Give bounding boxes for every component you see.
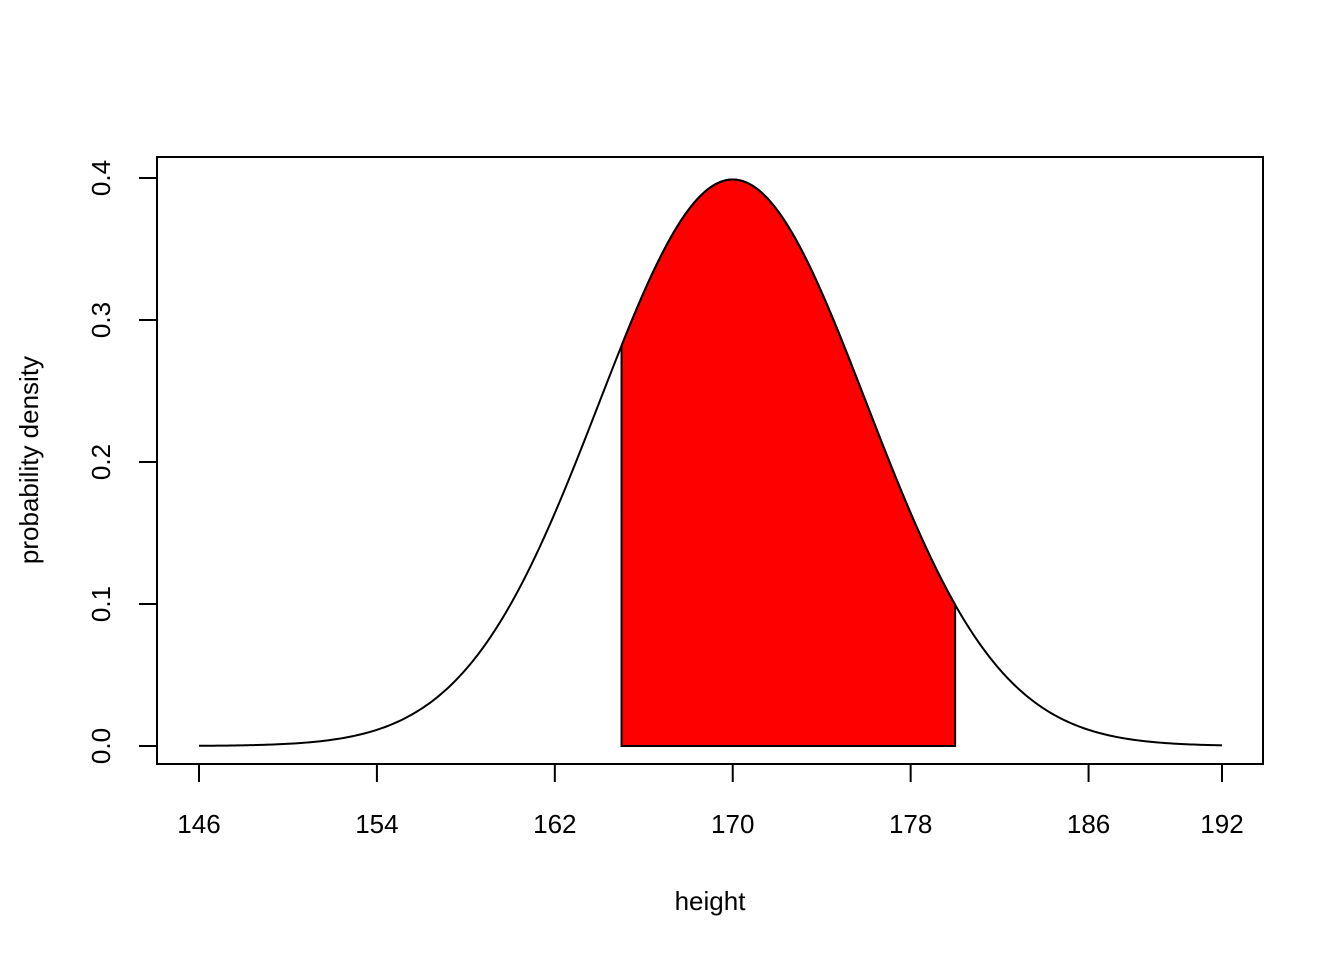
x-tick-label: 154 <box>355 809 398 839</box>
y-tick-label: 0.1 <box>86 586 116 622</box>
x-tick-label: 170 <box>711 809 754 839</box>
x-tick-label: 178 <box>889 809 932 839</box>
y-tick-label: 0.3 <box>86 302 116 338</box>
y-axis: 0.0 0.1 0.2 0.3 0.4 <box>86 160 158 764</box>
x-tick-label: 192 <box>1200 809 1243 839</box>
curve-layer <box>198 178 1223 747</box>
x-tick-label: 146 <box>177 809 220 839</box>
y-tick-label: 0.0 <box>86 728 116 764</box>
x-tick-label: 186 <box>1067 809 1110 839</box>
density-curve <box>198 178 1223 747</box>
x-axis: 146 154 162 170 178 186 192 <box>177 763 1244 839</box>
x-tick-label: 162 <box>533 809 576 839</box>
y-axis-label: probability density <box>14 356 44 564</box>
x-axis-label: height <box>675 886 747 916</box>
y-tick-label: 0.2 <box>86 444 116 480</box>
y-tick-label: 0.4 <box>86 160 116 196</box>
